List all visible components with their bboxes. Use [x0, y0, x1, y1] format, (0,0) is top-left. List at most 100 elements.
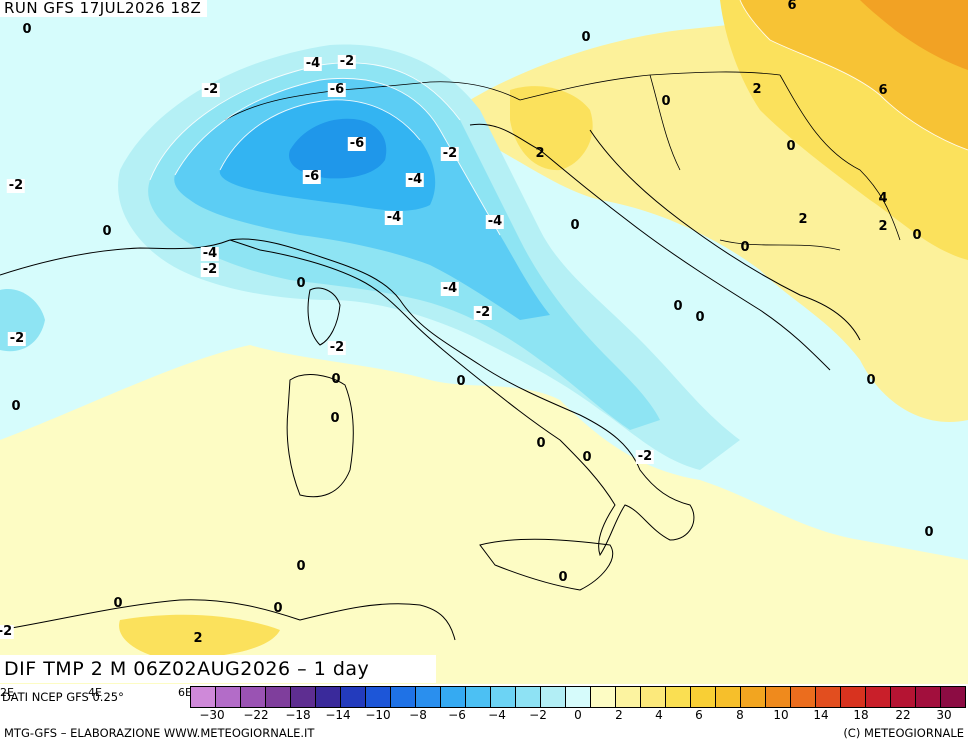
colorbar-tick: 10	[773, 708, 789, 722]
colorbar-swatch	[666, 687, 691, 707]
map-title: DIF TMP 2 M 06Z02AUG2026 – 1 day	[0, 655, 436, 683]
contour-label: 0	[296, 559, 306, 574]
contour-label: 0	[22, 22, 32, 37]
colorbar-swatch	[891, 687, 916, 707]
colorbar-swatch	[491, 687, 516, 707]
contour-label: -2	[635, 449, 655, 464]
colorbar-swatch	[541, 687, 566, 707]
colorbar-swatch	[866, 687, 891, 707]
colorbar	[190, 686, 966, 708]
contour-label: 4	[878, 191, 888, 206]
colorbar-swatch	[291, 687, 316, 707]
contour-label: 2	[535, 146, 545, 161]
run-title: RUN GFS 17JUL2026 18Z	[0, 0, 208, 17]
shade-neutral-south	[0, 345, 968, 684]
contour-label: -6	[302, 169, 322, 184]
contour-label: 0	[581, 30, 591, 45]
colorbar-swatch	[716, 687, 741, 707]
colorbar-swatch	[441, 687, 466, 707]
contour-label: 0	[912, 228, 922, 243]
colorbar-tick: −8	[409, 708, 427, 722]
contour-label: 6	[878, 83, 888, 98]
contour-label: -2	[7, 331, 27, 346]
contour-label: -6	[327, 82, 347, 97]
contour-label: -2	[6, 178, 26, 193]
contour-label: -2	[201, 82, 221, 97]
temperature-anomaly-map	[0, 0, 968, 684]
colorbar-swatch	[691, 687, 716, 707]
contour-label: -2	[337, 54, 357, 69]
contour-label: 0	[273, 601, 283, 616]
colorbar-tick: −30	[199, 708, 225, 722]
adriatic-coastline	[469, 123, 831, 371]
balkan-coastline	[589, 129, 861, 341]
colorbar-swatch	[591, 687, 616, 707]
contour-label: 0	[536, 436, 546, 451]
corsica	[307, 287, 341, 346]
colorbar-tick: −14	[325, 708, 351, 722]
colorbar-swatch	[741, 687, 766, 707]
contour-label: 0	[296, 276, 306, 291]
colorbar-swatch	[791, 687, 816, 707]
colorbar-swatch	[466, 687, 491, 707]
contour-label: -4	[485, 214, 505, 229]
colorbar-swatch	[616, 687, 641, 707]
contour-label: -4	[303, 56, 323, 71]
shade-cool-5	[289, 118, 387, 179]
colorbar-swatch	[366, 687, 391, 707]
data-source-label: DATI NCEP GFS 0.25°	[2, 690, 124, 704]
colorbar-swatch	[941, 687, 965, 707]
contour-label: 0	[786, 139, 796, 154]
colorbar-swatch	[191, 687, 216, 707]
colorbar-swatch	[766, 687, 791, 707]
contour-label: -6	[347, 136, 367, 151]
contour-label: -4	[200, 246, 220, 261]
contour-label: 0	[331, 372, 341, 387]
contour-label: -2	[440, 146, 460, 161]
contour-label: -2	[200, 262, 220, 277]
contour-label: 0	[673, 299, 683, 314]
contour-label: 2	[878, 219, 888, 234]
contour-label: -4	[440, 281, 460, 296]
colorbar-swatch	[566, 687, 591, 707]
colorbar-swatch	[266, 687, 291, 707]
borders	[224, 71, 901, 251]
colorbar-swatch	[516, 687, 541, 707]
sardinia	[286, 374, 354, 498]
shade-warm-adriatic	[510, 86, 593, 171]
contour-label: 0	[113, 596, 123, 611]
colorbar-tick: 8	[736, 708, 744, 722]
contour-label: -2	[327, 340, 347, 355]
colorbar-swatch	[841, 687, 866, 707]
colorbar-tick: 30	[936, 708, 952, 722]
colorbar-tick: −10	[365, 708, 391, 722]
colorbar-swatch	[916, 687, 941, 707]
sicily	[479, 538, 614, 591]
coastlines	[0, 123, 861, 641]
footer-credit: MTG-GFS – ELABORAZIONE WWW.METEOGIORNALE…	[4, 726, 315, 740]
italy-coastline	[229, 238, 695, 557]
contour-label: 0	[695, 310, 705, 325]
contour-label: 0	[330, 411, 340, 426]
contour-label: -4	[405, 172, 425, 187]
colorbar-tick: 0	[574, 708, 582, 722]
contour-label: 0	[102, 224, 112, 239]
contour-label: 0	[570, 218, 580, 233]
colorbar-tick: 22	[895, 708, 911, 722]
colorbar-tick: −6	[448, 708, 466, 722]
contour-label: 0	[558, 570, 568, 585]
contour-label: -2	[473, 305, 493, 320]
colorbar-tick: 18	[853, 708, 869, 722]
contour-label: 2	[752, 82, 762, 97]
contour-label: 0	[924, 525, 934, 540]
colorbar-tick: 4	[655, 708, 663, 722]
colorbar-tick: −18	[285, 708, 311, 722]
colorbar-swatch	[216, 687, 241, 707]
contour-label: -2	[0, 625, 15, 639]
colorbar-swatch	[241, 687, 266, 707]
france-coastline	[0, 239, 231, 276]
shade-warm-africa	[119, 614, 281, 659]
colorbar-swatch	[416, 687, 441, 707]
contour-label: 0	[740, 240, 750, 255]
colorbar-swatch	[816, 687, 841, 707]
